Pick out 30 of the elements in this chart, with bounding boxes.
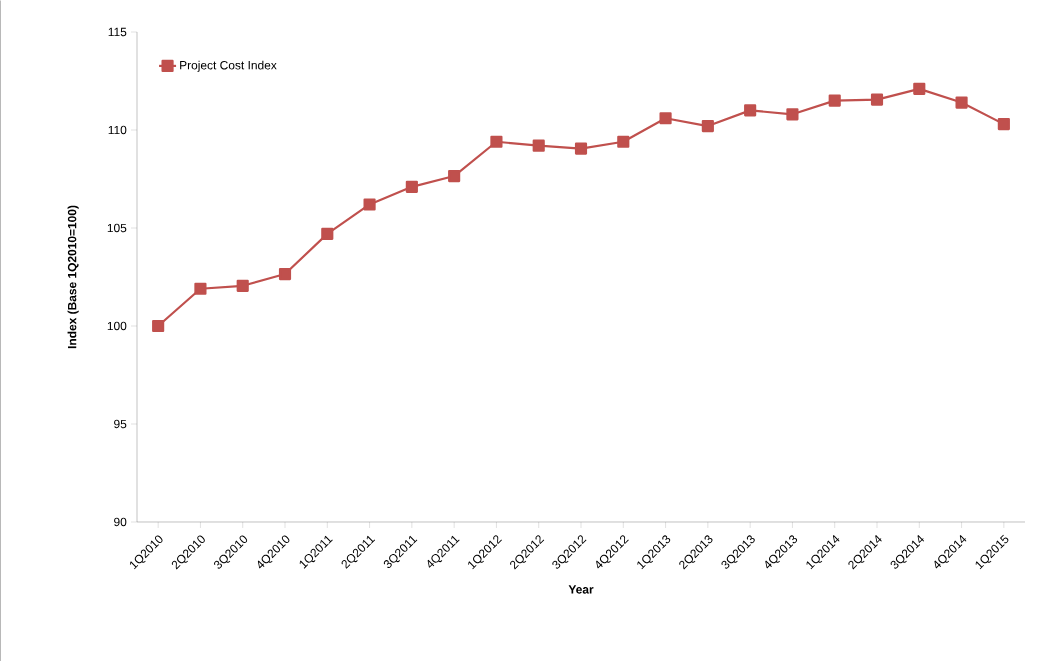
- point: [955, 96, 968, 109]
- point: [701, 119, 714, 132]
- x-axis-title: Year: [568, 585, 594, 594]
- point: [997, 117, 1010, 131]
- point: [659, 111, 672, 125]
- point: [363, 198, 376, 211]
- point: [532, 139, 545, 152]
- point: [321, 227, 334, 240]
- y-tick-label: 115: [108, 27, 127, 36]
- point: [913, 82, 926, 95]
- point: [617, 135, 630, 148]
- legend-label: Project Cost Index: [180, 60, 277, 72]
- y-tick-label: 105: [107, 223, 127, 233]
- point: [490, 135, 503, 148]
- point: [448, 169, 461, 182]
- point: [405, 180, 418, 193]
- y-axis-title: Index (Base 1Q2010=100): [67, 205, 79, 348]
- point: [152, 319, 165, 332]
- point: [236, 279, 249, 292]
- point: [194, 282, 207, 295]
- point: [744, 104, 757, 117]
- y-tick-label: 100: [107, 321, 127, 331]
- point: [278, 267, 292, 280]
- point: [828, 94, 841, 107]
- point: [870, 93, 884, 106]
- y-tick-label: 90: [114, 517, 127, 527]
- point: [786, 108, 799, 121]
- point: [574, 142, 588, 155]
- y-tick-label: 95: [114, 419, 127, 429]
- y-tick-label: 110: [108, 125, 127, 135]
